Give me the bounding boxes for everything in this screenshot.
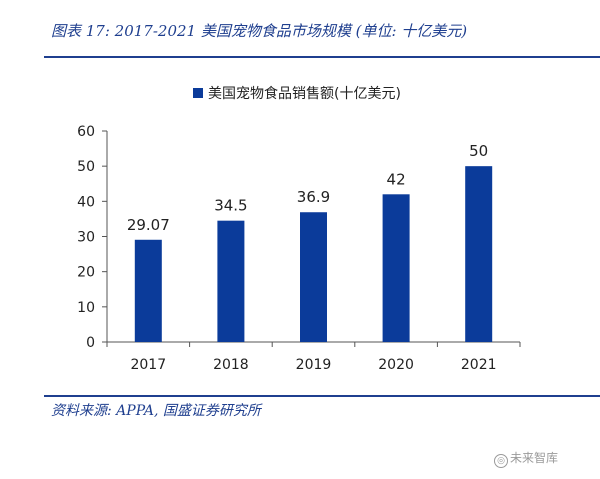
y-tick-label: 40 <box>77 194 95 210</box>
bar <box>382 194 410 342</box>
y-tick-label: 60 <box>77 124 95 140</box>
data-label: 42 <box>387 170 406 188</box>
y-tick-label: 0 <box>86 335 95 351</box>
x-axis: 2017 2018 2019 2020 2021 <box>106 341 521 373</box>
y-axis: 0 10 20 30 40 50 60 <box>77 124 108 351</box>
x-tick-label: 2018 <box>213 357 249 373</box>
bar <box>217 220 245 342</box>
y-tick-label: 10 <box>77 300 95 316</box>
x-tick-label: 2019 <box>296 357 332 373</box>
top-divider <box>44 56 600 58</box>
chart-legend: 美国宠物食品销售额(十亿美元) <box>193 85 401 102</box>
y-tick-label: 30 <box>77 230 95 246</box>
x-tick-label: 2020 <box>378 357 414 373</box>
y-tick-label: 50 <box>77 159 95 175</box>
source-note: 资料来源: APPA, 国盛证券研究所 <box>51 403 261 419</box>
data-label: 50 <box>469 142 488 160</box>
bar <box>465 166 493 342</box>
watermark: ◎ 未来智库 <box>494 449 558 468</box>
watermark-logo-icon: ◎ <box>494 454 508 468</box>
x-tick-label: 2021 <box>461 357 497 373</box>
data-label: 29.07 <box>127 216 170 234</box>
bar <box>300 212 327 342</box>
legend-swatch <box>193 88 203 98</box>
data-label: 34.5 <box>214 197 247 215</box>
data-label: 36.9 <box>297 188 330 206</box>
y-tick-label: 20 <box>77 265 95 281</box>
value-labels: 29.07 34.5 36.9 42 50 <box>127 142 488 234</box>
bars <box>134 166 493 342</box>
bar <box>134 239 162 342</box>
bottom-divider <box>44 395 600 397</box>
figure-title: 图表 17: 2017-2021 美国宠物食品市场规模 (单位: 十亿美元) <box>51 22 468 40</box>
x-tick-label: 2017 <box>130 357 166 373</box>
legend-label: 美国宠物食品销售额(十亿美元) <box>208 85 401 102</box>
watermark-text: 未来智库 <box>510 451 559 465</box>
